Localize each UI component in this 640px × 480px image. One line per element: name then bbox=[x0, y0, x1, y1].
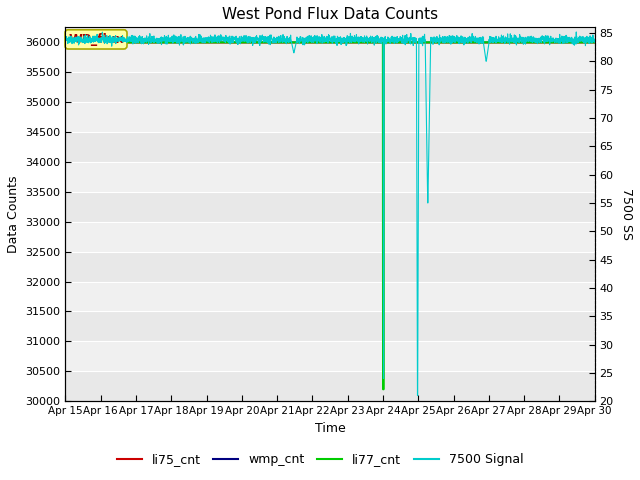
Bar bbox=[65, 132, 595, 162]
Bar bbox=[65, 162, 595, 192]
Bar bbox=[65, 102, 595, 132]
Bar bbox=[65, 282, 595, 312]
Y-axis label: 7500 SS: 7500 SS bbox=[620, 188, 633, 240]
Bar bbox=[65, 312, 595, 341]
Title: West Pond Flux Data Counts: West Pond Flux Data Counts bbox=[222, 7, 438, 22]
Legend: li75_cnt, wmp_cnt, li77_cnt, 7500 Signal: li75_cnt, wmp_cnt, li77_cnt, 7500 Signal bbox=[112, 448, 528, 471]
Bar bbox=[65, 42, 595, 72]
Y-axis label: Data Counts: Data Counts bbox=[7, 176, 20, 253]
X-axis label: Time: Time bbox=[315, 421, 346, 435]
Bar bbox=[65, 252, 595, 282]
Bar bbox=[65, 72, 595, 102]
Text: WP_flux: WP_flux bbox=[68, 33, 124, 46]
Bar bbox=[65, 222, 595, 252]
Bar bbox=[65, 372, 595, 401]
Bar bbox=[65, 192, 595, 222]
Bar bbox=[65, 341, 595, 372]
